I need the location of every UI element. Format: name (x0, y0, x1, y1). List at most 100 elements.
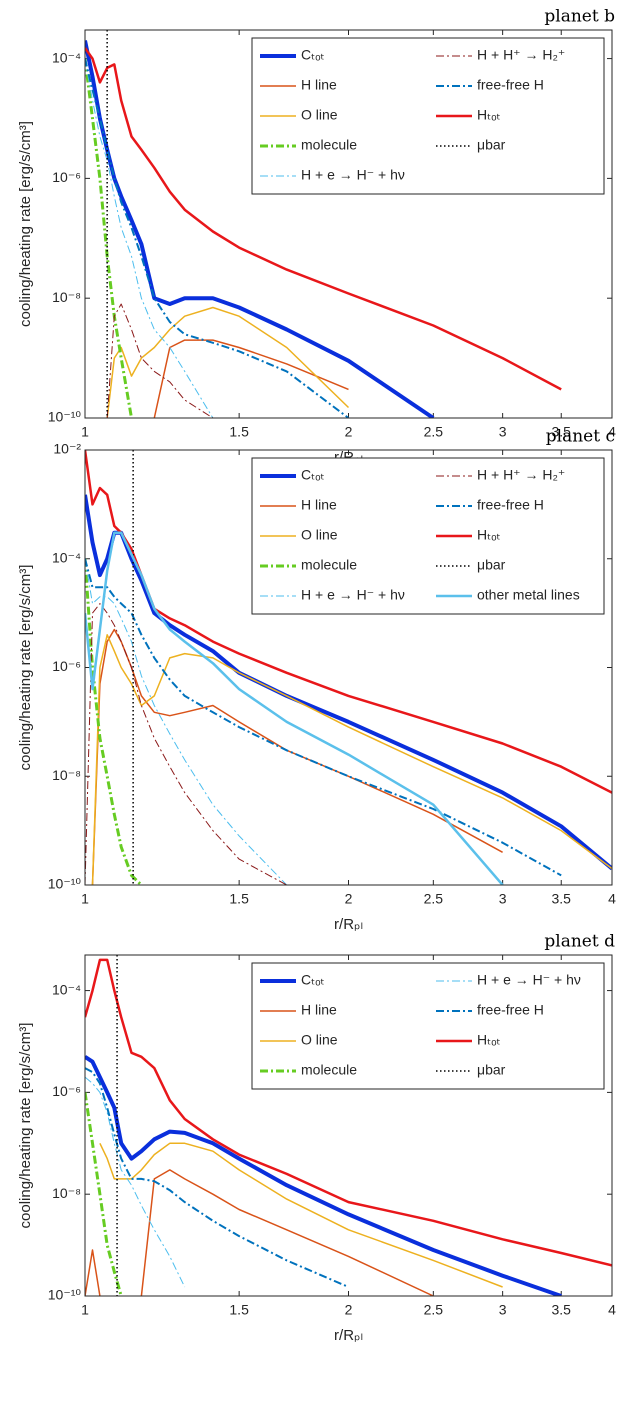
legend-label: H + e → H⁻ + hν (477, 972, 581, 988)
legend-box (251, 37, 605, 195)
plot-frame (84, 29, 613, 419)
x-axis-label: r/Rₚₗ (334, 916, 363, 933)
y-tick-label: 10⁻⁴ (52, 49, 81, 65)
x-tick-label: 2.5 (424, 1302, 444, 1318)
legend-label: Hₜₒₜ (477, 1032, 501, 1048)
series-line (91, 634, 612, 885)
legend-label: H + e → H⁻ + hν (301, 587, 405, 603)
series-line (85, 603, 287, 885)
legend-label: free-free H (477, 77, 544, 93)
series-line (85, 1067, 349, 1288)
legend-label: molecule (301, 557, 357, 573)
legend-label: H line (301, 497, 337, 513)
x-tick-label: 3 (499, 1302, 507, 1318)
plot-area (85, 955, 612, 1296)
x-tick-label: 4 (608, 424, 616, 440)
panel: planet c r/Rₚₗ cooling/heating rate [erg/s… (17, 427, 616, 933)
legend: Cₜₒₜ H line O line molecule H + e → H⁻ + hν H… (251, 457, 605, 615)
chart-title: planet d (544, 932, 615, 952)
series-line (99, 1142, 503, 1288)
legend: Cₜₒₜ H line O line molecule H + e → H⁻ + hν H… (251, 37, 605, 195)
legend-label: H + e → H⁻ + hν (301, 167, 405, 183)
legend-label: Hₜₒₜ (477, 527, 501, 543)
legend-label: H line (301, 1002, 337, 1018)
y-tick-label: 10⁻⁸ (52, 289, 81, 305)
series-line (85, 558, 288, 885)
y-tick-label: 10⁻⁴ (52, 981, 81, 997)
series-line (85, 1055, 562, 1296)
series-line (85, 494, 612, 871)
y-tick-label: 10⁻⁸ (52, 767, 81, 783)
series-line (85, 58, 214, 418)
x-tick-label: 3.5 (552, 1302, 572, 1318)
series-line (85, 40, 435, 418)
legend-label: molecule (301, 137, 357, 153)
legend-label: H + H⁺ → H₂⁺ (477, 47, 565, 63)
plot-frame (84, 954, 613, 1297)
chart-title: planet b (544, 7, 615, 27)
plot-area (85, 450, 612, 885)
plot-area (85, 30, 562, 418)
y-tick-label: 10⁻¹⁰ (48, 1287, 82, 1303)
legend-label: Cₜₒₜ (301, 972, 325, 988)
series-line (85, 450, 612, 794)
legend-label: molecule (301, 1062, 357, 1078)
legend-label: free-free H (477, 1002, 544, 1018)
x-tick-label: 1.5 (229, 891, 249, 907)
legend-label: Hₜₒₜ (477, 107, 501, 123)
x-tick-label: 2.5 (424, 424, 444, 440)
x-tick-label: 3 (499, 424, 507, 440)
x-tick-label: 1.5 (229, 1302, 249, 1318)
legend-label: other metal lines (477, 587, 580, 603)
series-line (85, 1076, 186, 1288)
series-line (85, 1092, 123, 1296)
y-tick-label: 10⁻⁴ (52, 549, 81, 565)
x-axis-label: r/Rₚₗ (334, 1327, 363, 1344)
chart-title: planet c (546, 427, 615, 447)
y-axis-label: cooling/heating rate [erg/s/cm³] (17, 565, 34, 771)
x-tick-label: 2 (345, 1302, 353, 1318)
y-tick-label: 10⁻² (53, 441, 81, 457)
series-line (85, 47, 562, 391)
legend-label: H line (301, 77, 337, 93)
panel: planet d r/Rₚₗ cooling/heating rate [erg/s… (17, 932, 616, 1344)
x-tick-label: 1 (81, 891, 89, 907)
y-tick-label: 10⁻⁶ (52, 658, 81, 674)
y-tick-label: 10⁻¹⁰ (48, 409, 82, 425)
y-tick-label: 10⁻¹⁰ (48, 876, 82, 892)
y-tick-label: 10⁻⁶ (52, 1083, 81, 1099)
legend-label: O line (301, 107, 338, 123)
series-line (85, 958, 612, 1267)
y-axis-label: cooling/heating rate [erg/s/cm³] (17, 1023, 34, 1229)
legend-label: Cₜₒₜ (301, 467, 325, 483)
x-tick-label: 1 (81, 1302, 89, 1318)
legend-box (251, 962, 605, 1090)
x-tick-label: 1 (81, 424, 89, 440)
series-line (85, 558, 143, 885)
x-tick-label: 3 (499, 891, 507, 907)
legend: Cₜₒₜ H line O line molecule H + e → H⁻ + hν f… (251, 962, 605, 1090)
y-tick-label: 10⁻⁶ (52, 169, 81, 185)
x-tick-label: 4 (608, 891, 616, 907)
legend-label: free-free H (477, 497, 544, 513)
legend-box (251, 457, 605, 615)
series-line (106, 303, 214, 418)
legend-label: μbar (477, 557, 506, 573)
y-tick-label: 10⁻⁸ (52, 1185, 81, 1201)
y-axis-label: cooling/heating rate [erg/s/cm³] (17, 121, 34, 327)
x-tick-label: 4 (608, 1302, 616, 1318)
x-tick-label: 1.5 (229, 424, 249, 440)
plot-frame (84, 449, 613, 886)
series-line (91, 628, 503, 885)
legend-label: Cₜₒₜ (301, 47, 325, 63)
series-line (85, 58, 133, 418)
series-line (85, 531, 504, 885)
x-tick-label: 3.5 (552, 424, 572, 440)
series-line (85, 1169, 434, 1296)
legend-label: μbar (477, 1062, 506, 1078)
x-tick-label: 3.5 (552, 891, 572, 907)
legend-label: O line (301, 527, 338, 543)
legend-label: μbar (477, 137, 506, 153)
x-tick-label: 2 (345, 891, 353, 907)
